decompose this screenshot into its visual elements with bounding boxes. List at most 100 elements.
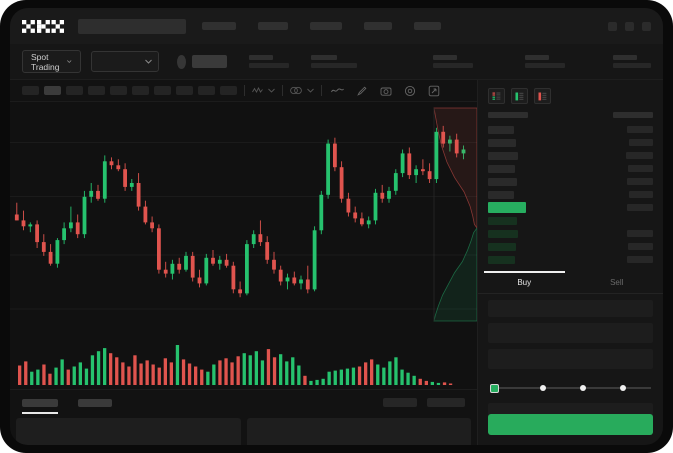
candlestick-chart[interactable] — [10, 102, 477, 327]
price-field[interactable] — [488, 323, 653, 343]
camera-icon[interactable] — [380, 85, 392, 97]
timeframe-button-8[interactable] — [176, 86, 193, 95]
bell-icon[interactable] — [625, 21, 634, 31]
bottom-panel-right[interactable] — [246, 418, 471, 445]
orderbook-amount-cell — [627, 230, 653, 237]
market-header-bar: Spot Trading — [10, 44, 663, 80]
candlestick-plot — [10, 125, 477, 310]
orderbook-bid-row[interactable] — [478, 227, 663, 240]
grid-icon[interactable] — [608, 21, 617, 31]
orderbook-ask-row[interactable] — [478, 123, 663, 136]
toolbar-divider — [321, 85, 322, 96]
orderbook-ask-row[interactable] — [478, 162, 663, 175]
timeframe-button-3[interactable] — [66, 86, 83, 95]
toolbar-divider — [244, 85, 245, 96]
slider-marker-50[interactable] — [580, 384, 587, 391]
orderbook-mode-both[interactable] — [488, 88, 505, 104]
fullscreen-icon[interactable] — [428, 85, 440, 97]
order-type-field[interactable] — [488, 300, 653, 317]
orderbook-amount-cell — [629, 139, 653, 146]
indicators-icon[interactable] — [252, 86, 263, 95]
trading-pair-select[interactable] — [90, 51, 159, 72]
orderbook-price-cell — [488, 177, 517, 186]
orderbook-bid-row[interactable] — [478, 214, 663, 227]
stat-change-24h — [311, 55, 357, 68]
nav-item-4[interactable] — [364, 22, 392, 30]
tab-open-orders[interactable] — [22, 398, 58, 414]
orderbook-price-cell — [488, 202, 526, 213]
orderbook-mode-bids[interactable] — [511, 88, 528, 104]
orderbook-ask-row[interactable] — [478, 188, 663, 201]
depth-overlay — [433, 107, 477, 322]
orderbook-price-cell — [488, 164, 515, 173]
orderbook-amount-cell — [627, 126, 653, 133]
timeframe-button-10[interactable] — [220, 86, 237, 95]
chart-toolbar — [10, 80, 477, 102]
pencil-icon[interactable] — [356, 85, 368, 97]
line-chart-icon[interactable] — [331, 86, 344, 95]
spot-trading-mode-select[interactable]: Spot Trading — [22, 50, 81, 73]
timeframe-button-1[interactable] — [22, 86, 39, 95]
nav-item-2[interactable] — [258, 22, 288, 30]
buy-submit-button[interactable] — [488, 414, 653, 435]
orderbook-amount-cell — [627, 178, 653, 185]
timeframe-button-9[interactable] — [198, 86, 215, 95]
bottom-panel-left[interactable] — [16, 418, 241, 445]
settings-gear-icon[interactable] — [404, 85, 416, 97]
orderbook-amount-cell — [629, 191, 653, 198]
tab-buy[interactable]: Buy — [478, 271, 571, 293]
okx-logo[interactable] — [22, 19, 64, 33]
orderbook-header — [478, 110, 663, 123]
bottom-actions — [373, 398, 465, 407]
compare-icon[interactable] — [290, 86, 302, 95]
timeframe-button-4[interactable] — [88, 86, 105, 95]
amount-percent-slider[interactable] — [490, 383, 651, 393]
amount-field[interactable] — [488, 349, 653, 369]
orderbook-price-cell — [488, 138, 516, 147]
pair-avatar — [176, 54, 186, 69]
orders-tab-bar — [10, 389, 477, 415]
orderbook-spread-row[interactable] — [478, 201, 663, 214]
timeframe-button-5[interactable] — [110, 86, 127, 95]
orderbook-mode-asks[interactable] — [534, 88, 551, 104]
tab-sell[interactable]: Sell — [610, 278, 624, 287]
orderbook-header-amount — [613, 112, 653, 118]
timeframe-button-6[interactable] — [132, 86, 149, 95]
volume-histogram[interactable] — [10, 327, 477, 389]
orderbook-ask-row[interactable] — [478, 136, 663, 149]
slider-marker-25[interactable] — [539, 384, 546, 391]
orderbook-bid-row[interactable] — [478, 240, 663, 253]
orderbook-price-cell — [488, 242, 516, 251]
user-icon[interactable] — [642, 21, 651, 31]
screen: Spot Trading — [10, 8, 663, 445]
slider-marker-75[interactable] — [620, 384, 627, 391]
nav-right-group — [608, 21, 651, 31]
slider-track — [490, 387, 651, 389]
toolbar-divider — [282, 85, 283, 96]
nav-item-1[interactable] — [202, 22, 236, 30]
bottom-action-1[interactable] — [383, 398, 417, 407]
orderbook-bid-row[interactable] — [478, 253, 663, 266]
slider-handle[interactable] — [490, 383, 499, 393]
buy-sell-tabs: Buy Sell — [478, 271, 663, 294]
tab-order-history[interactable] — [78, 398, 112, 407]
timeframe-button-7[interactable] — [154, 86, 171, 95]
nav-item-5[interactable] — [414, 22, 441, 30]
orderbook-rows[interactable] — [478, 123, 663, 266]
orderbook-ask-row[interactable] — [478, 149, 663, 162]
volume-plot — [18, 345, 453, 385]
stat-high-24h — [433, 55, 473, 68]
stat-volume-24h — [613, 55, 651, 68]
timeframe-button-2[interactable] — [44, 86, 61, 95]
global-search-input[interactable] — [78, 18, 186, 34]
nav-item-3[interactable] — [310, 22, 342, 30]
depth-both-icon — [492, 92, 501, 100]
chevron-down-icon[interactable] — [268, 88, 275, 93]
chevron-down-icon[interactable] — [307, 88, 314, 93]
bottom-panels — [10, 415, 477, 445]
bottom-action-2[interactable] — [427, 398, 465, 407]
orderbook-amount-cell — [626, 152, 653, 159]
chevron-down-icon — [67, 60, 72, 63]
orderbook-ask-row[interactable] — [478, 175, 663, 188]
